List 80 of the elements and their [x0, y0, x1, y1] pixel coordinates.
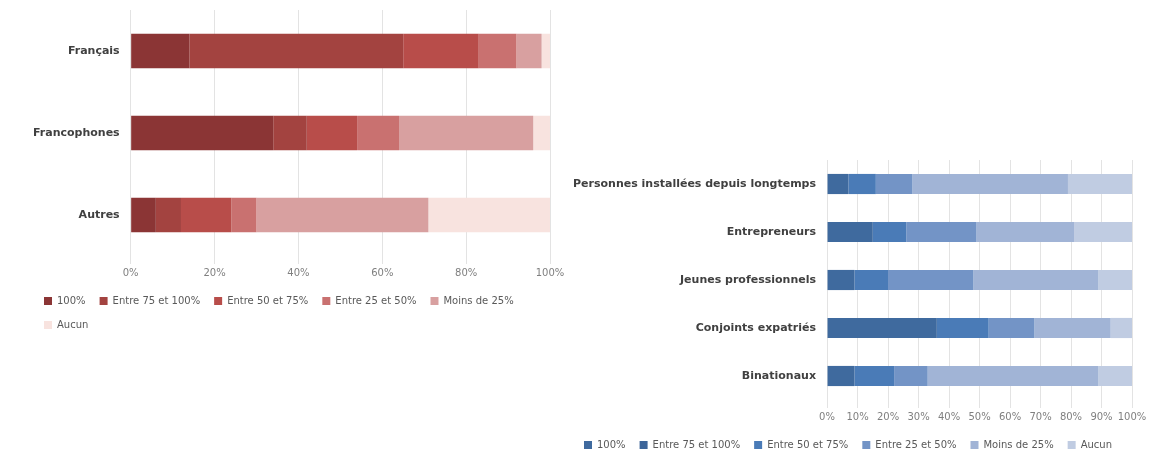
- bar: [875, 173, 913, 195]
- bar: [988, 317, 1035, 339]
- bar: [478, 33, 517, 69]
- x-tick-label: 20%: [203, 266, 226, 278]
- bar: [399, 115, 534, 151]
- legend-label: Entre 75 et 100%: [652, 438, 741, 450]
- y-tick-label: Francophones: [33, 125, 121, 139]
- x-tick-label: 60%: [998, 410, 1022, 422]
- x-tick-label: 0%: [819, 410, 835, 422]
- bar: [827, 269, 855, 291]
- bar: [854, 269, 889, 291]
- bar: [848, 173, 876, 195]
- legend-label: Moins de 25%: [443, 294, 514, 306]
- x-tick-label: 10%: [846, 410, 869, 422]
- bar: [357, 115, 400, 151]
- bar: [912, 173, 1068, 195]
- bar: [256, 197, 429, 233]
- bar: [231, 197, 257, 233]
- bar: [131, 33, 190, 69]
- x-tick-label: 100%: [535, 266, 565, 278]
- legend-label: 100%: [57, 294, 86, 306]
- bar: [533, 115, 550, 151]
- bar: [854, 365, 895, 387]
- legend-label: Entre 75 et 100%: [112, 294, 201, 306]
- y-tick-label: Binationaux: [741, 368, 817, 382]
- bar: [976, 221, 1075, 243]
- bar: [131, 197, 156, 233]
- bar: [1074, 221, 1132, 243]
- y-tick-label: Jeunes professionnels: [679, 272, 817, 286]
- y-tick-label: Entrepreneurs: [726, 224, 817, 238]
- bar: [1034, 317, 1111, 339]
- bar: [894, 365, 928, 387]
- legend-label: Aucun: [57, 318, 89, 330]
- legend-label: Moins de 25%: [983, 438, 1054, 450]
- legend-label: 100%: [597, 438, 626, 450]
- bar: [1110, 317, 1132, 339]
- legend-label: Aucun: [1080, 438, 1113, 450]
- bar: [1098, 365, 1132, 387]
- y-tick-label: Autres: [78, 207, 121, 221]
- bar: [180, 197, 232, 233]
- bar: [872, 221, 907, 243]
- bar: [827, 317, 937, 339]
- bar: [936, 317, 989, 339]
- legend-label: Entre 50 et 75%: [767, 438, 849, 450]
- bar: [1067, 173, 1132, 195]
- bar: [1098, 269, 1132, 291]
- y-tick-label: Personnes installées depuis longtemps: [573, 176, 817, 190]
- bar: [827, 221, 873, 243]
- x-tick-label: 50%: [968, 410, 991, 422]
- x-tick-label: 70%: [1029, 410, 1052, 422]
- bar: [827, 365, 855, 387]
- bar: [155, 197, 181, 233]
- x-tick-label: 30%: [907, 410, 930, 422]
- x-tick-label: 90%: [1090, 410, 1113, 422]
- x-tick-label: 40%: [287, 266, 310, 278]
- bar: [131, 115, 274, 151]
- y-tick-label: Conjoints expatriés: [695, 320, 817, 334]
- bar: [927, 365, 1099, 387]
- bar: [827, 173, 849, 195]
- bar: [428, 197, 550, 233]
- x-tick-label: 100%: [1117, 410, 1147, 422]
- legend-label: Entre 25 et 50%: [335, 294, 417, 306]
- legend-label: Entre 50 et 75%: [227, 294, 309, 306]
- x-tick-label: 0%: [122, 266, 139, 278]
- x-tick-label: 80%: [1059, 410, 1083, 422]
- bar: [888, 269, 974, 291]
- x-tick-label: 60%: [371, 266, 394, 278]
- x-tick-label: 80%: [455, 266, 478, 278]
- bar: [516, 33, 542, 69]
- bar: [906, 221, 977, 243]
- bar: [273, 115, 307, 151]
- bar: [189, 33, 404, 69]
- bar: [306, 115, 358, 151]
- y-tick-label: Français: [67, 43, 121, 57]
- bar: [403, 33, 479, 69]
- bar: [973, 269, 1099, 291]
- legend-label: Entre 25 et 50%: [875, 438, 957, 450]
- x-tick-label: 40%: [937, 410, 961, 422]
- bar: [541, 33, 550, 69]
- x-tick-label: 20%: [876, 410, 900, 422]
